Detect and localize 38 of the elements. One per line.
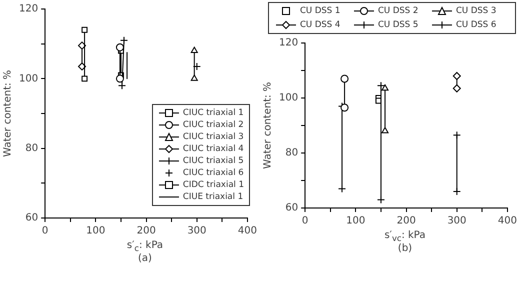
x-tick-label: 400 bbox=[238, 226, 258, 237]
x-tick-label: 400 bbox=[498, 216, 518, 227]
legend-label: CU DSS 1 bbox=[300, 6, 340, 16]
legend-label: CIDC triaxial 1 bbox=[182, 180, 244, 190]
x-tick-label: 300 bbox=[187, 226, 206, 237]
legend-label: CIUE triaxial 1 bbox=[182, 192, 244, 202]
text: (a) bbox=[137, 253, 153, 264]
y-axis-title: Water content: % bbox=[2, 70, 14, 158]
y-tick-label: 80 bbox=[25, 142, 38, 154]
legend-label: CIUC triaxial 3 bbox=[182, 132, 244, 142]
x-tick-label: 300 bbox=[447, 216, 466, 227]
x-tick-label: 100 bbox=[346, 216, 366, 227]
legend-label: CIUC triaxial 2 bbox=[182, 120, 244, 130]
y-tick-label: 100 bbox=[278, 92, 298, 104]
text: (b) bbox=[396, 243, 414, 254]
legend-label: CU DSS 4 bbox=[300, 20, 340, 30]
x-tick-label: 200 bbox=[396, 216, 416, 227]
legend-label: CIUC triaxial 6 bbox=[182, 168, 244, 178]
x-axis-title: s′$_{vc}$: kPa bbox=[383, 230, 427, 243]
y-tick-label: 120 bbox=[18, 4, 38, 15]
legend-label: CIUC triaxial 1 bbox=[182, 108, 244, 118]
y-axis-title: Water content: % bbox=[262, 82, 274, 170]
x-tick-label: 200 bbox=[136, 226, 156, 237]
x-tick-label: 0 bbox=[302, 216, 308, 227]
legend-label: CU DSS 3 bbox=[456, 6, 496, 16]
y-tick-label: 100 bbox=[18, 73, 38, 84]
legend-label: CIUC triaxial 5 bbox=[182, 156, 244, 166]
legend-label: CU DSS 6 bbox=[456, 20, 496, 30]
legend-label: CU DSS 2 bbox=[378, 6, 418, 16]
y-tick-label: 80 bbox=[285, 148, 298, 159]
y-tick-label: 60 bbox=[285, 202, 298, 214]
y-tick-label: 60 bbox=[25, 212, 38, 224]
y-tick-label: 120 bbox=[278, 38, 298, 49]
legend-label: CIUC triaxial 4 bbox=[182, 144, 244, 154]
x-axis-title: s′$_{c}$: kPa bbox=[126, 240, 164, 253]
x-tick-label: 0 bbox=[42, 226, 48, 237]
legend-label: CU DSS 5 bbox=[378, 20, 418, 30]
x-tick-label: 100 bbox=[86, 226, 106, 237]
